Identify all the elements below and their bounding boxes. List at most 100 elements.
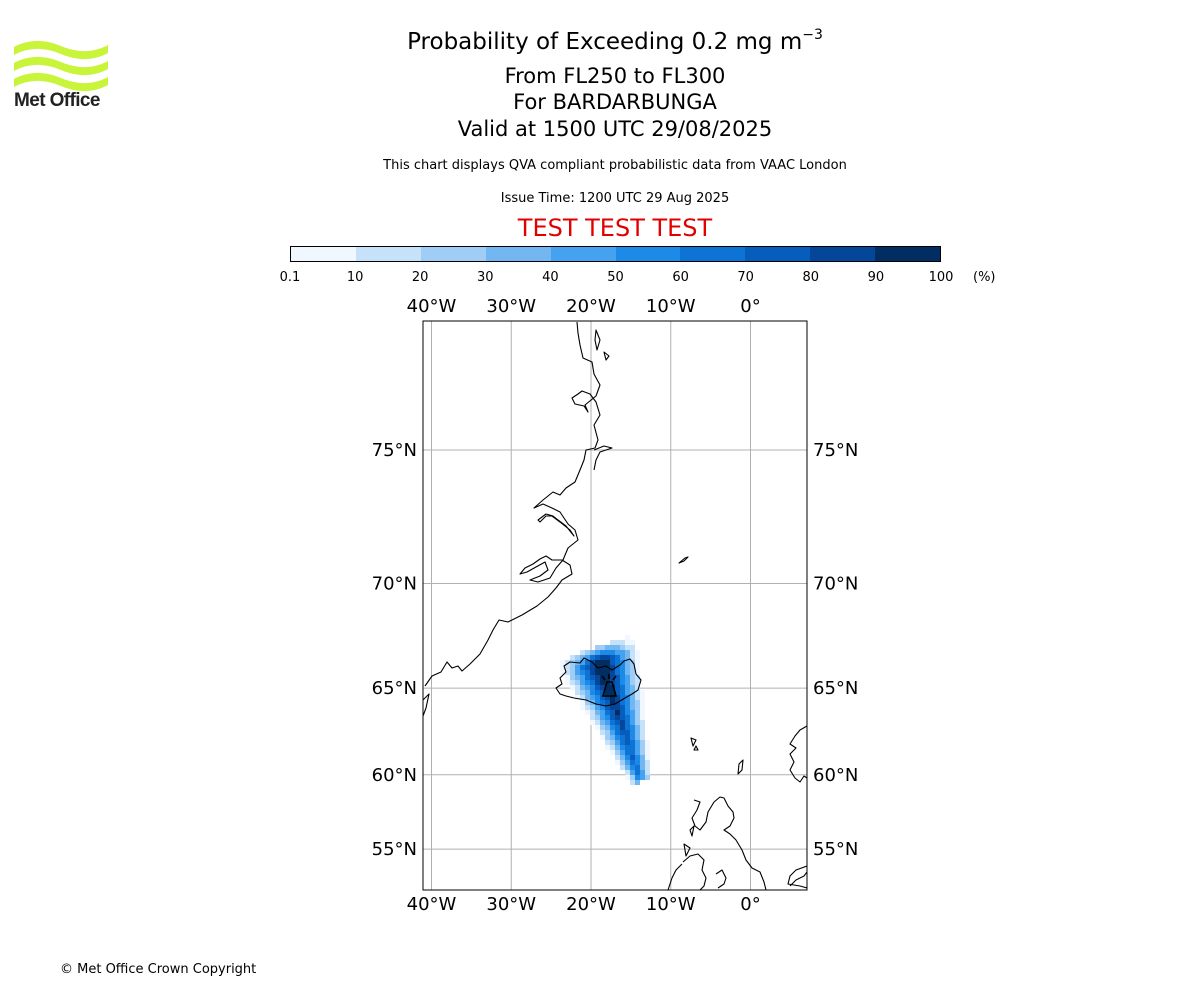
plume-cell: [595, 705, 600, 710]
plume-cell: [615, 675, 620, 680]
plume-cell: [640, 690, 645, 695]
plume-cell: [600, 730, 605, 735]
plume-cell: [625, 715, 630, 720]
plume-cell: [580, 690, 585, 695]
coastline-faroe: [690, 737, 699, 751]
plume-cell: [610, 720, 615, 725]
latitude-label-right: 55°N: [813, 839, 858, 860]
plume-cell: [575, 680, 580, 685]
plume-cell: [625, 775, 630, 780]
colorbar-segment-3: [485, 247, 551, 261]
plume-cell: [590, 650, 595, 655]
latitude-label-right: 60°N: [813, 765, 858, 786]
longitude-label-bottom: 30°W: [486, 894, 536, 915]
plume-cell: [630, 720, 635, 725]
plume-cell: [600, 690, 605, 695]
plume-cell: [625, 695, 630, 700]
plume-cell: [600, 725, 605, 730]
plume-cell: [590, 675, 595, 680]
plume-cell: [595, 715, 600, 720]
valid-time: Valid at 1500 UTC 29/08/2025: [457, 117, 773, 141]
latitude-label-left: 65°N: [372, 678, 417, 699]
plume-cell: [580, 665, 585, 670]
plume-cell: [630, 770, 635, 775]
plume-cell: [635, 705, 640, 710]
longitude-label-bottom: 40°W: [407, 894, 457, 915]
plume-cell: [605, 660, 610, 665]
plume-cell: [635, 775, 640, 780]
plume-cell: [575, 665, 580, 670]
plume-cell: [580, 695, 585, 700]
plume-cell: [585, 655, 590, 660]
plume-cell: [615, 650, 620, 655]
plume-cell: [560, 670, 565, 675]
plume-cell: [620, 735, 625, 740]
plume-cell: [640, 755, 645, 760]
plume-cell: [635, 735, 640, 740]
plume-cell: [610, 725, 615, 730]
plume-cell: [625, 730, 630, 735]
plume-cell: [620, 745, 625, 750]
plume-cell: [595, 725, 600, 730]
plume-cell: [615, 725, 620, 730]
issue-time: Issue Time: 1200 UTC 29 Aug 2025: [500, 191, 730, 206]
plume-cell: [620, 685, 625, 690]
plume-cell: [635, 725, 640, 730]
plume-cell: [585, 665, 590, 670]
coastlines: [423, 321, 807, 890]
plume-cell: [645, 775, 650, 780]
longitude-label-top: 0°: [740, 296, 760, 317]
plume-cell: [580, 675, 585, 680]
plume-cell: [630, 700, 635, 705]
map-frame: [422, 320, 808, 891]
plume-cell: [640, 775, 645, 780]
plume-cell: [630, 655, 635, 660]
plume-cell: [640, 710, 645, 715]
plume-cell: [605, 715, 610, 720]
latitude-label-left: 75°N: [372, 440, 417, 461]
plume-cell: [620, 720, 625, 725]
colorbar-segment-0: [291, 247, 356, 261]
plume-cell: [635, 780, 640, 785]
plume-cell: [585, 695, 590, 700]
plume-cell: [620, 645, 625, 650]
colorbar-segment-7: [745, 247, 811, 261]
plume-cell: [630, 750, 635, 755]
plume-cell: [620, 705, 625, 710]
plume-cell: [625, 645, 630, 650]
plume-cell: [615, 735, 620, 740]
plume-cell: [570, 675, 575, 680]
plume-cell: [630, 725, 635, 730]
chart-description: This chart displays QVA compliant probab…: [383, 158, 847, 173]
plume-cell: [585, 660, 590, 665]
plume-cell: [620, 760, 625, 765]
ash-probability-plume: [560, 635, 650, 785]
plume-cell: [625, 665, 630, 670]
coastline-greenland-fjords: [537, 513, 575, 537]
plume-cell: [610, 735, 615, 740]
colorbar-tick-label: 40: [542, 270, 559, 285]
plume-cell: [610, 655, 615, 660]
plume-cell: [635, 695, 640, 700]
plume-cell: [645, 740, 650, 745]
latitude-label-right: 65°N: [813, 678, 858, 699]
colorbar-tick-label: 80: [802, 270, 820, 285]
plume-cell: [590, 690, 595, 695]
plume-cell: [630, 715, 635, 720]
coastline-greenland-coast2: [593, 445, 613, 471]
plume-cell: [620, 670, 625, 675]
plume-cell: [580, 650, 585, 655]
plume-cell: [625, 660, 630, 665]
colorbar-segment-6: [680, 247, 746, 261]
plume-cell: [635, 715, 640, 720]
plume-cell: [605, 670, 610, 675]
plume-cell: [610, 745, 615, 750]
plume-cell: [615, 645, 620, 650]
longitude-label-top: 20°W: [566, 296, 616, 317]
plume-cell: [645, 745, 650, 750]
plume-cell: [610, 665, 615, 670]
plume-cell: [580, 705, 585, 710]
plume-cell: [625, 740, 630, 745]
plume-cell: [640, 765, 645, 770]
plume-cell: [625, 760, 630, 765]
